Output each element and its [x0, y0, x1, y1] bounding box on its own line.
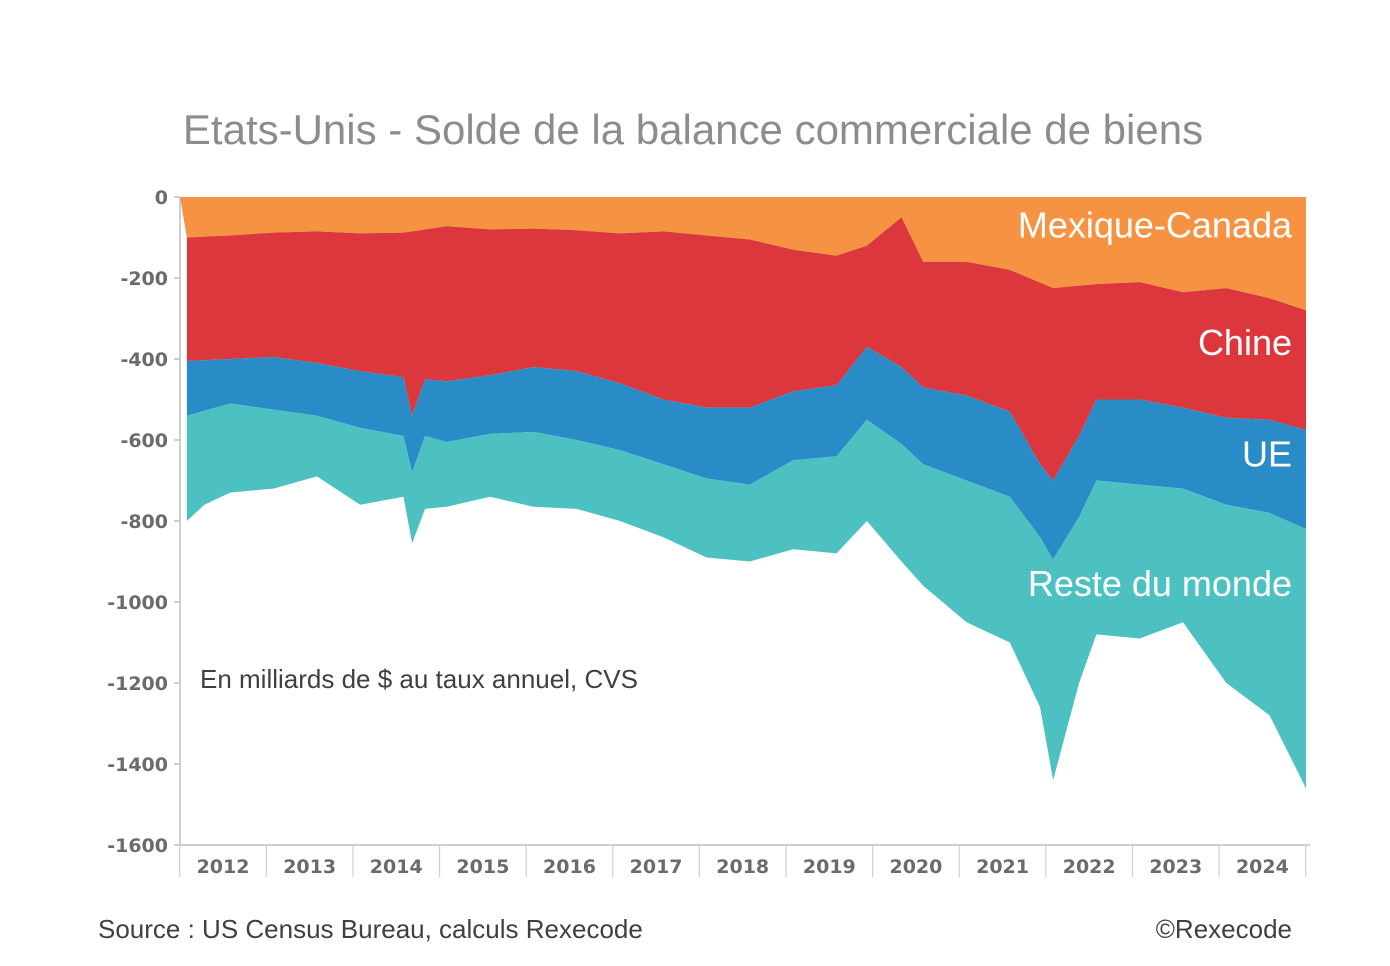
- y-tick-label: -1600: [107, 835, 168, 857]
- y-tick-label: -600: [120, 430, 168, 452]
- area-reste-du-monde: [186, 403, 1306, 789]
- area-chine: [186, 217, 1306, 481]
- area-ue: [186, 346, 1306, 560]
- y-tick-label: 0: [155, 187, 168, 209]
- unit-note: En milliards de $ au taux annuel, CVS: [200, 664, 638, 694]
- x-tick-label: 2013: [283, 856, 336, 878]
- area-mexique-canada: [180, 197, 1306, 311]
- x-tick-label: 2016: [543, 856, 596, 878]
- x-tick-label: 2022: [1063, 856, 1116, 878]
- series-label-ue: UE: [1242, 433, 1292, 474]
- series-labels: Mexique-Canada Chine UE Reste du monde: [1018, 205, 1293, 604]
- copyright-label: ©Rexecode: [1156, 914, 1292, 944]
- chart-title: Etats-Unis - Solde de la balance commerc…: [183, 106, 1203, 153]
- x-tick-label: 2014: [370, 856, 423, 878]
- x-tick-label: 2019: [803, 856, 856, 878]
- x-tick-label: 2023: [1149, 856, 1202, 878]
- series-label-chine: Chine: [1198, 322, 1292, 363]
- y-tick-label: -400: [120, 349, 168, 371]
- x-tick-label: 2018: [716, 856, 769, 878]
- x-tick-label: 2012: [197, 856, 250, 878]
- x-tick-label: 2024: [1236, 856, 1289, 878]
- series-label-reste-du-monde: Reste du monde: [1028, 563, 1292, 604]
- x-tick-label: 2021: [976, 856, 1029, 878]
- stacked-areas: [180, 197, 1306, 789]
- source-note: Source : US Census Bureau, calculs Rexec…: [98, 914, 643, 944]
- x-tick-label: 2017: [630, 856, 683, 878]
- x-tick-label: 2015: [456, 856, 509, 878]
- y-tick-label: -200: [120, 268, 168, 290]
- y-tick-label: -1000: [107, 592, 168, 614]
- x-axis-ticks: 2012 2013 2014 2015 2016 2017 2018 2019 2020 2021…: [179, 845, 1307, 878]
- y-tick-label: -1200: [107, 673, 168, 695]
- y-tick-label: -1400: [107, 754, 168, 776]
- y-tick-label: -800: [120, 511, 168, 533]
- series-label-mexique-canada: Mexique-Canada: [1018, 205, 1293, 246]
- y-axis-ticks: 0 -200 -400 -600 -800 -1000 -1200 -1400 -1600: [107, 187, 180, 857]
- x-tick-label: 2020: [889, 856, 942, 878]
